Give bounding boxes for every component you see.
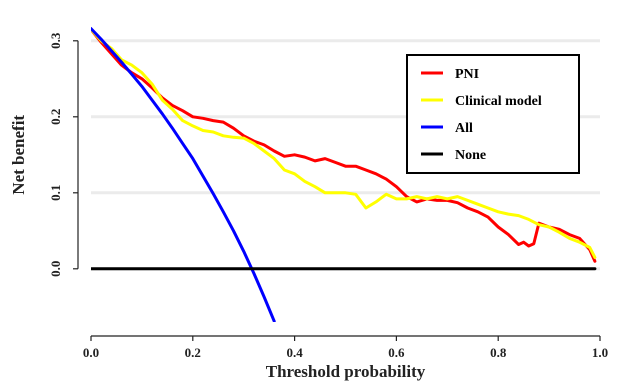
y-tick-label: 0.0 — [48, 261, 63, 277]
legend: PNI Clinical model All None — [406, 54, 580, 174]
y-tick-label: 0.3 — [48, 32, 63, 49]
y-tick-label: 0.2 — [48, 109, 63, 125]
legend-label-none: None — [455, 148, 486, 163]
legend-label-all: All — [455, 121, 473, 136]
y-ticks: 0.0 0.1 0.2 0.3 — [48, 32, 78, 277]
x-ticks: 0.0 0.2 0.4 0.6 0.8 1.0 — [83, 336, 608, 360]
x-tick-label: 1.0 — [592, 345, 608, 360]
x-tick-label: 0.8 — [490, 345, 507, 360]
series-line-pni — [91, 27, 597, 263]
legend-label-clinical-model: Clinical model — [455, 94, 542, 109]
series-line-all — [91, 27, 276, 322]
legend-label-pni: PNI — [455, 67, 479, 82]
series-layer — [91, 27, 597, 322]
series-line-clinical-model — [91, 27, 597, 259]
x-tick-label: 0.6 — [388, 345, 405, 360]
x-tick-label: 0.0 — [83, 345, 99, 360]
x-tick-label: 0.2 — [185, 345, 201, 360]
x-tick-label: 0.4 — [286, 345, 303, 360]
y-axis-title: Net benefit — [9, 115, 28, 195]
x-axis-title: Threshold probability — [266, 362, 426, 381]
axes: 0.0 0.2 0.4 0.6 0.8 1.0 0.0 0.1 0.2 0.3 — [48, 32, 608, 360]
y-tick-label: 0.1 — [48, 185, 63, 201]
plot-area: 0.0 0.2 0.4 0.6 0.8 1.0 0.0 0.1 0.2 0.3 — [48, 27, 608, 360]
